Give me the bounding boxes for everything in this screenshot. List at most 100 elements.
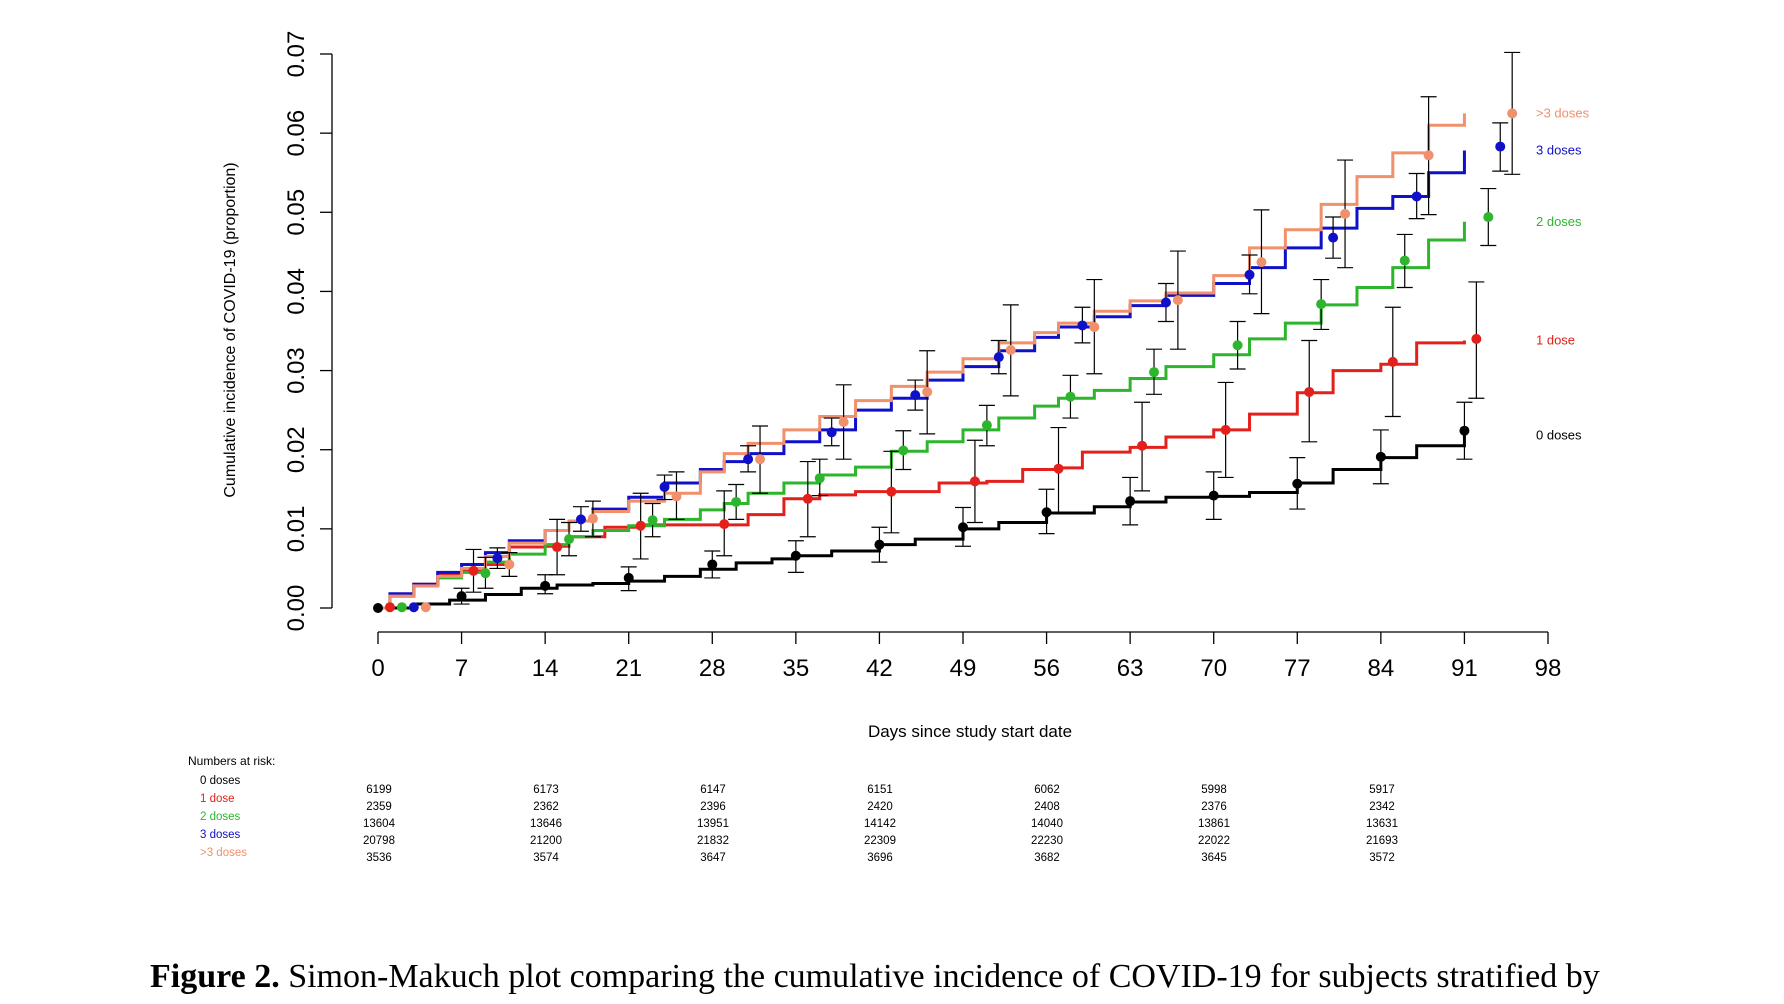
estimate-point [1340, 208, 1351, 219]
estimate-point [814, 473, 825, 484]
x-tick-label: 14 [532, 655, 559, 682]
estimate-point [1208, 490, 1219, 501]
estimate-point [1387, 356, 1398, 367]
estimate-point [743, 454, 754, 465]
estimate-point [1507, 108, 1518, 119]
estimate-point [838, 417, 849, 428]
incidence-curve-2 [378, 221, 1466, 610]
risk-count: 3647 [700, 852, 726, 864]
estimate-point [1244, 269, 1255, 280]
x-tick-label: 42 [866, 655, 893, 682]
series-labels: 0 doses 1 dose 2 doses 3 doses >3 doses [1536, 105, 1590, 442]
risk-count: 13646 [530, 818, 562, 830]
y-tick-label: 0.02 [283, 426, 310, 473]
estimate-point [492, 553, 503, 564]
estimate-point [396, 602, 407, 613]
series-label: 2 doses [1536, 214, 1582, 229]
estimate-point [1328, 232, 1339, 243]
estimate-point [755, 454, 766, 465]
estimate-point [731, 496, 742, 507]
estimate-point [1471, 333, 1482, 344]
y-tick-label: 0.07 [283, 31, 310, 78]
incidence-curve-0 [378, 433, 1466, 610]
estimate-point [1220, 424, 1231, 435]
estimate-point [898, 445, 909, 456]
estimate-point [910, 390, 921, 401]
y-tick-label: 0.03 [283, 347, 310, 394]
estimate-point [1053, 463, 1064, 474]
series-label: 0 doses [1536, 427, 1582, 442]
estimate-point [1041, 507, 1052, 518]
estimate-point [504, 559, 515, 570]
estimate-point [1423, 150, 1434, 161]
risk-count: 3536 [366, 852, 392, 864]
risk-count: 13861 [1198, 818, 1230, 830]
risk-group-label: 1 dose [200, 793, 235, 805]
estimate-point [874, 539, 885, 550]
risk-count: 13951 [697, 818, 729, 830]
estimate-point [373, 603, 383, 613]
risk-count: 22230 [1031, 835, 1063, 847]
risk-group-label: 3 doses [200, 829, 241, 841]
estimate-point [958, 522, 968, 533]
estimate-point [1292, 478, 1303, 489]
series-label: 1 dose [1536, 332, 1575, 347]
estimate-point [623, 572, 634, 583]
estimate-point [635, 520, 646, 531]
series-label: >3 doses [1536, 105, 1590, 120]
x-axis-label: Days since study start date [868, 722, 1072, 741]
estimate-point [587, 513, 598, 524]
caption-label: Figure 2. [150, 958, 280, 995]
estimate-point [981, 420, 992, 431]
risk-count: 2396 [700, 801, 726, 813]
series-label: 3 doses [1536, 143, 1582, 158]
estimate-point [886, 486, 897, 497]
estimate-point [969, 476, 980, 487]
risk-count: 3682 [1034, 852, 1060, 864]
estimate-point [790, 550, 801, 561]
risk-count: 13604 [363, 818, 396, 830]
plot-axes: 0.00 0.01 0.02 0.03 0.04 0.05 0.06 0.07 0 7 14 21 28… [283, 31, 1561, 682]
estimate-point [1005, 344, 1016, 355]
figure-caption: Figure 2. Simon-Makuch plot comparing th… [150, 958, 1710, 996]
estimate-point [1149, 367, 1160, 378]
risk-table-header: Numbers at risk: [188, 754, 275, 768]
risk-count: 21832 [697, 835, 729, 847]
risk-count: 21200 [530, 835, 562, 847]
risk-count: 3645 [1201, 852, 1227, 864]
risk-group-label: 2 doses [200, 811, 241, 823]
risk-count: 2376 [1201, 801, 1227, 813]
estimate-point [922, 386, 933, 397]
risk-count: 2359 [366, 801, 392, 813]
x-tick-label: 70 [1200, 655, 1227, 682]
estimate-point [1304, 386, 1315, 397]
estimate-point [1483, 212, 1494, 223]
risk-count: 6199 [366, 784, 392, 796]
x-tick-label: 56 [1033, 655, 1060, 682]
x-tick-label: 77 [1284, 655, 1311, 682]
estimate-point [480, 568, 491, 579]
risk-count: 21693 [1366, 835, 1398, 847]
risk-count: 6062 [1034, 784, 1060, 796]
confidence-interval-bars [453, 51, 1521, 605]
risk-group-label: 0 doses [200, 775, 241, 787]
risk-count: 3572 [1369, 852, 1395, 864]
risk-count: 14040 [1031, 818, 1063, 830]
x-tick-label: 35 [783, 655, 810, 682]
estimate-point [552, 542, 563, 553]
risk-count: 22022 [1198, 835, 1230, 847]
estimate-point [659, 481, 670, 492]
estimate-point [671, 491, 682, 502]
estimate-point [993, 352, 1004, 363]
y-tick-label: 0.05 [283, 189, 310, 236]
x-tick-label: 7 [455, 655, 468, 682]
estimate-point [1256, 257, 1267, 268]
estimate-points [373, 108, 1518, 613]
estimate-point [468, 565, 479, 576]
estimate-point [1065, 391, 1076, 402]
estimate-point [1232, 340, 1243, 351]
risk-count: 5998 [1201, 784, 1227, 796]
risk-count: 6151 [867, 784, 893, 796]
risk-count: 13631 [1366, 818, 1398, 830]
